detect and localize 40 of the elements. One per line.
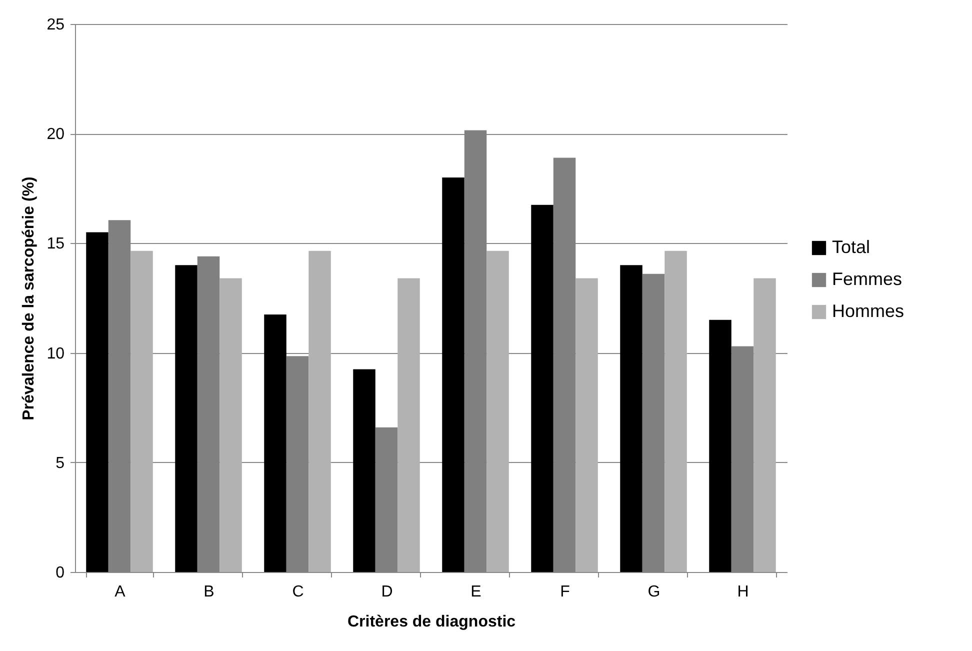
legend-label: Total: [832, 237, 870, 257]
bar: [197, 256, 220, 572]
bar: [353, 369, 376, 572]
x-tick-label: A: [114, 584, 126, 600]
x-tick-label: E: [470, 584, 482, 600]
bar: [86, 232, 108, 572]
y-tick-label: 25: [46, 16, 65, 34]
y-tick-label: 10: [46, 345, 65, 362]
bar: [264, 314, 286, 572]
x-tick-label: D: [381, 584, 393, 600]
bar: [620, 265, 642, 572]
x-tick-label: B: [204, 584, 214, 600]
y-tick-label: 0: [56, 564, 65, 582]
bar: [375, 427, 398, 572]
bar: [130, 250, 153, 572]
x-axis-title: Critères de diagnostic: [347, 614, 516, 630]
y-tick-label: 5: [56, 454, 65, 472]
bar: [754, 278, 776, 572]
bar: [531, 204, 554, 572]
bar: [664, 250, 687, 572]
y-tick-label: 20: [46, 126, 65, 144]
x-tick-label: F: [560, 584, 570, 600]
x-tick-label: H: [737, 584, 749, 600]
bar: [220, 278, 242, 572]
x-tick-label: G: [648, 584, 660, 600]
legend-label: Hommes: [832, 301, 904, 321]
bar: [642, 274, 665, 572]
bar: [308, 250, 331, 572]
y-tick-label: 15: [46, 236, 65, 253]
legend-label: Femmes: [832, 269, 902, 289]
bar: [576, 278, 598, 572]
bar: [486, 250, 509, 572]
bar: [731, 346, 754, 572]
bar: [286, 356, 309, 572]
y-axis-title: Prévalence de la sarcopénie (%): [20, 176, 38, 420]
bar: [398, 278, 420, 572]
bar: [709, 320, 732, 572]
x-tick-label: C: [292, 584, 304, 600]
bar: [175, 265, 198, 572]
bar: [442, 177, 464, 572]
